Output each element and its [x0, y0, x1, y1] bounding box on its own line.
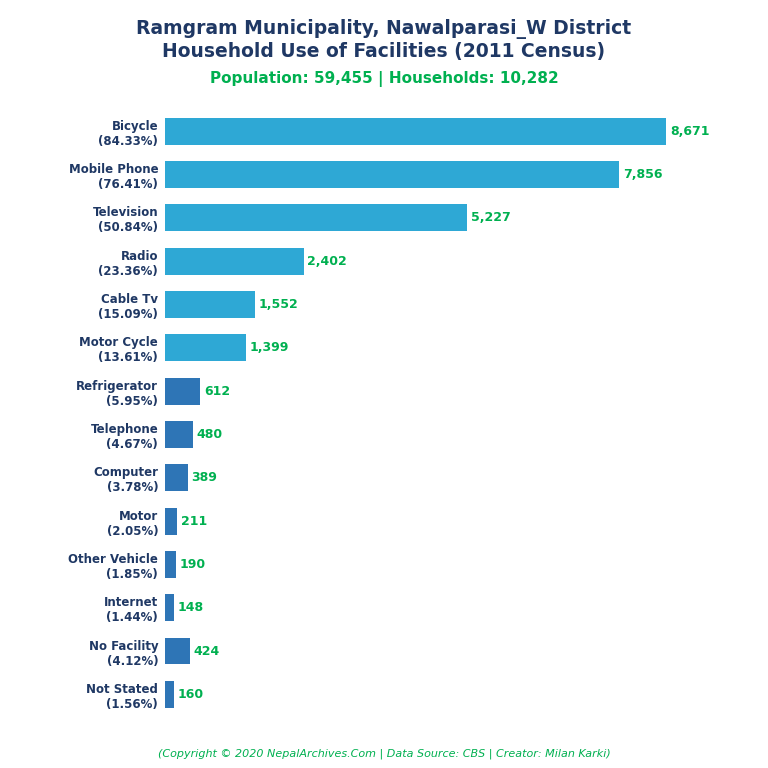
Text: 5,227: 5,227	[471, 211, 511, 224]
Text: 2,402: 2,402	[307, 255, 347, 268]
Text: 7,856: 7,856	[623, 168, 662, 181]
Bar	[165, 161, 619, 188]
Bar	[165, 681, 174, 708]
Text: 389: 389	[191, 472, 217, 485]
Text: 1,552: 1,552	[258, 298, 298, 311]
Text: Household Use of Facilities (2011 Census): Household Use of Facilities (2011 Census…	[163, 42, 605, 61]
Text: 424: 424	[193, 644, 220, 657]
Bar	[165, 551, 176, 578]
Bar	[165, 421, 193, 448]
Text: Population: 59,455 | Households: 10,282: Population: 59,455 | Households: 10,282	[210, 71, 558, 87]
Text: (Copyright © 2020 NepalArchives.Com | Data Source: CBS | Creator: Milan Karki): (Copyright © 2020 NepalArchives.Com | Da…	[157, 748, 611, 759]
Bar	[165, 378, 200, 405]
Text: 480: 480	[197, 428, 223, 441]
Text: 148: 148	[177, 601, 204, 614]
Text: 8,671: 8,671	[670, 124, 710, 137]
Bar	[165, 118, 667, 144]
Text: 1,399: 1,399	[250, 341, 289, 354]
Bar	[165, 291, 255, 318]
Text: 211: 211	[180, 515, 207, 528]
Text: 190: 190	[180, 558, 206, 571]
Bar	[165, 248, 304, 275]
Text: Ramgram Municipality, Nawalparasi_W District: Ramgram Municipality, Nawalparasi_W Dist…	[137, 19, 631, 39]
Text: 612: 612	[204, 385, 230, 398]
Bar	[165, 594, 174, 621]
Bar	[165, 637, 190, 664]
Bar	[165, 204, 467, 231]
Bar	[165, 465, 187, 492]
Bar	[165, 508, 177, 535]
Bar	[165, 334, 246, 361]
Text: 160: 160	[178, 688, 204, 701]
